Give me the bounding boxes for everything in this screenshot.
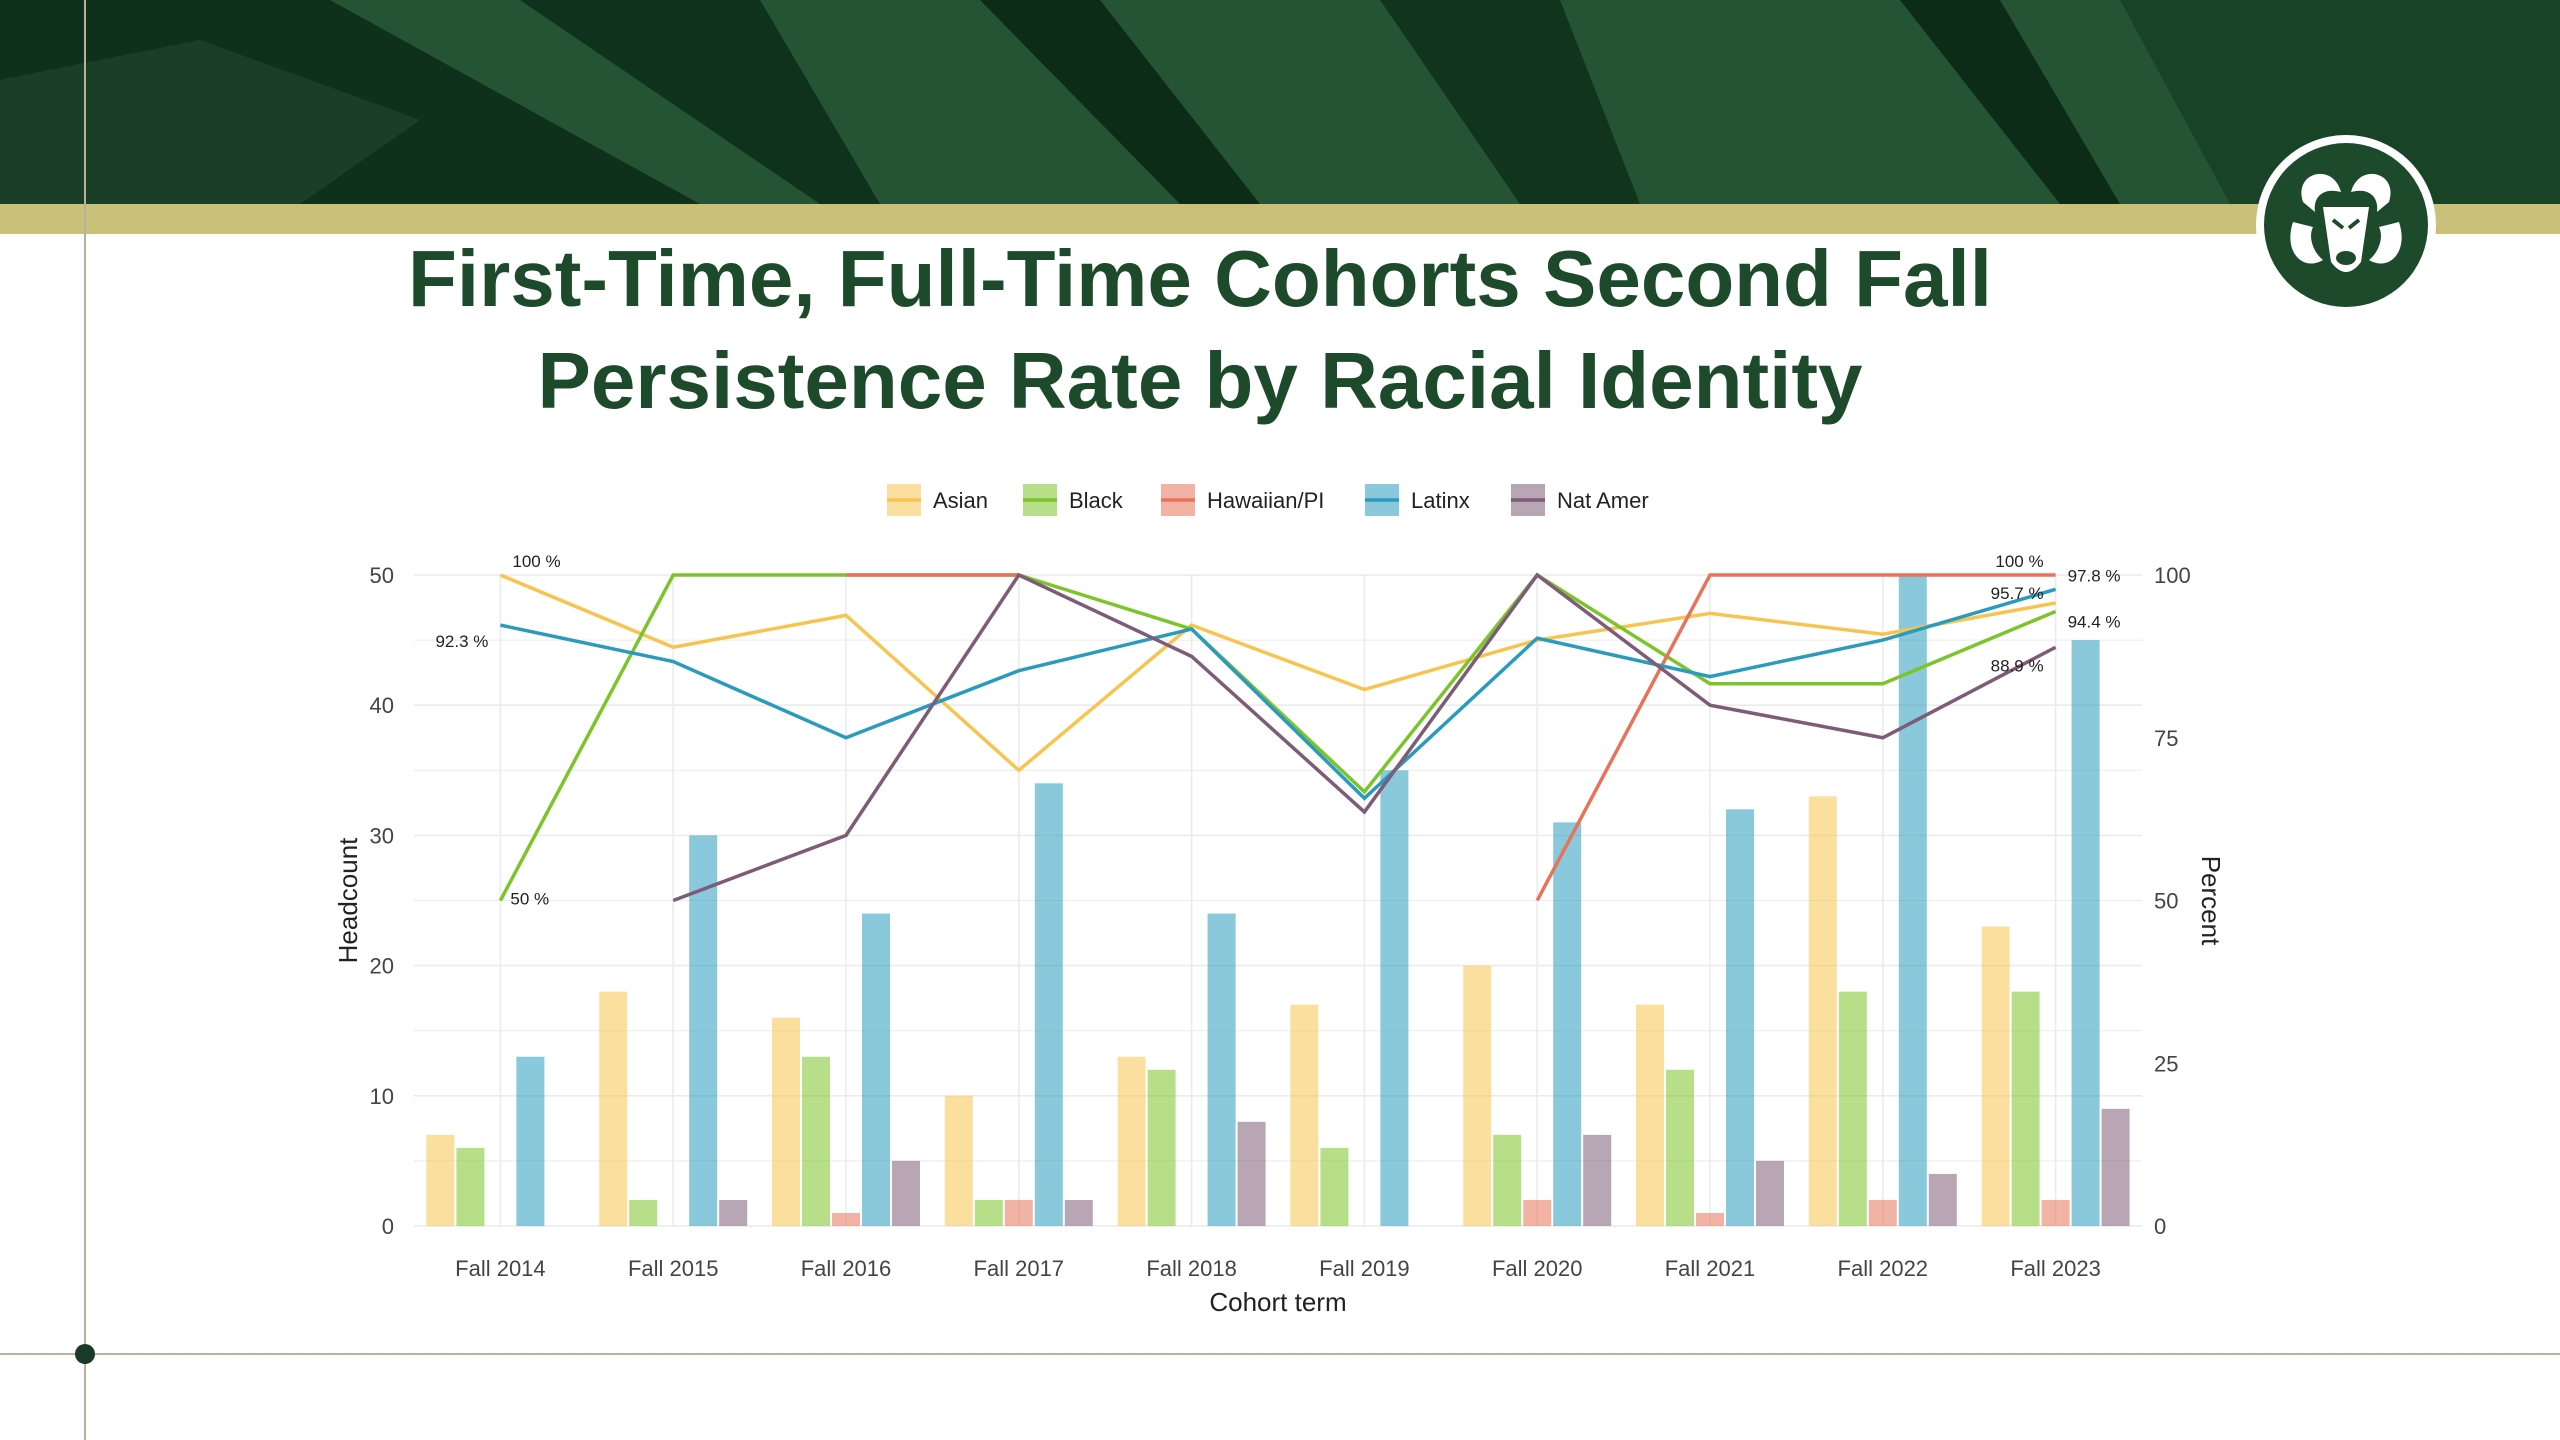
bar-black-9 bbox=[2011, 991, 2040, 1226]
y-tick-label: 0 bbox=[382, 1214, 394, 1239]
line-hawaiian-pi bbox=[1535, 573, 2056, 902]
bar-black-4 bbox=[1147, 1069, 1176, 1226]
x-tick-label: Fall 2022 bbox=[1838, 1256, 1929, 1281]
bar-hawaiian-pi-7 bbox=[1696, 1212, 1724, 1226]
annotation-label: 94.4 % bbox=[2068, 612, 2121, 631]
x-tick-label: Fall 2020 bbox=[1492, 1256, 1583, 1281]
legend-label: Latinx bbox=[1411, 488, 1470, 513]
bar-hawaiian-pi-3 bbox=[1004, 1199, 1033, 1226]
x-tick-label: Fall 2014 bbox=[455, 1256, 546, 1281]
banner-brush-strokes bbox=[0, 0, 2560, 204]
bar-black-5 bbox=[1320, 1147, 1349, 1226]
y2-tick-label: 75 bbox=[2154, 726, 2178, 751]
bar-latinx-4 bbox=[1207, 913, 1236, 1226]
bar-asian-1 bbox=[599, 991, 628, 1226]
bar-asian-3 bbox=[944, 1095, 973, 1226]
bar-asian-0 bbox=[426, 1134, 455, 1226]
bar-black-3 bbox=[974, 1199, 1003, 1226]
x-axis-title: Cohort term bbox=[1209, 1287, 1346, 1317]
bar-black-0 bbox=[456, 1147, 485, 1226]
bar-black-1 bbox=[629, 1199, 658, 1226]
y2-tick-label: 100 bbox=[2154, 563, 2191, 588]
title-line-1: First-Time, Full-Time Cohorts Second Fal… bbox=[408, 234, 1992, 323]
line-black bbox=[498, 572, 2057, 902]
x-tick-label: Fall 2015 bbox=[628, 1256, 719, 1281]
ram-head-icon bbox=[2253, 132, 2439, 318]
bar-latinx-0 bbox=[516, 1056, 545, 1226]
x-tick-label: Fall 2018 bbox=[1146, 1256, 1237, 1281]
bar-latinx-2 bbox=[862, 913, 890, 1226]
title-line-2: Persistence Rate by Racial Identity bbox=[537, 336, 1863, 425]
bar-hawaiian-pi-9 bbox=[2041, 1199, 2070, 1226]
bar-black-6 bbox=[1493, 1134, 1522, 1226]
header-banner bbox=[0, 0, 2560, 204]
y-tick-label: 30 bbox=[370, 823, 394, 848]
bar-nat-amer-1 bbox=[719, 1199, 748, 1226]
annotation-label: 92.3 % bbox=[435, 632, 488, 651]
line-latinx bbox=[500, 587, 2057, 801]
bar-nat-amer-6 bbox=[1583, 1134, 1612, 1226]
bar-asian-8 bbox=[1808, 796, 1837, 1226]
line-asian bbox=[499, 573, 2056, 773]
bar-nat-amer-4 bbox=[1237, 1121, 1266, 1226]
x-tick-label: Fall 2016 bbox=[801, 1256, 892, 1281]
annotation-label: 88.9 % bbox=[1991, 656, 2044, 675]
y2-tick-label: 25 bbox=[2154, 1051, 2178, 1076]
horizontal-rule bbox=[0, 1353, 2560, 1355]
bar-nat-amer-7 bbox=[1756, 1160, 1784, 1226]
x-tick-label: Fall 2021 bbox=[1665, 1256, 1756, 1281]
rule-junction-dot bbox=[75, 1344, 95, 1364]
y-tick-label: 50 bbox=[370, 563, 394, 588]
y-tick-label: 20 bbox=[370, 954, 394, 979]
bar-latinx-6 bbox=[1553, 822, 1582, 1226]
bar-asian-7 bbox=[1636, 1004, 1664, 1226]
bar-latinx-8 bbox=[1898, 575, 1927, 1226]
legend-label: Black bbox=[1069, 488, 1124, 513]
line-nat-amer bbox=[672, 572, 2057, 903]
y-tick-label: 40 bbox=[370, 693, 394, 718]
annotation-label: 100 % bbox=[512, 552, 560, 571]
y2-tick-label: 0 bbox=[2154, 1214, 2166, 1239]
legend-label: Nat Amer bbox=[1557, 488, 1649, 513]
bar-latinx-9 bbox=[2071, 640, 2100, 1226]
bar-nat-amer-2 bbox=[892, 1160, 920, 1226]
bar-asian-6 bbox=[1463, 965, 1492, 1226]
y-tick-label: 10 bbox=[370, 1084, 394, 1109]
slide-title: First-Time, Full-Time Cohorts Second Fal… bbox=[250, 228, 2150, 432]
annotation-label: 97.8 % bbox=[2068, 566, 2121, 585]
legend-label: Asian bbox=[933, 488, 988, 513]
bar-latinx-1 bbox=[689, 835, 718, 1226]
bar-asian-9 bbox=[1981, 926, 2010, 1226]
bar-nat-amer-8 bbox=[1928, 1173, 1957, 1226]
bar-asian-2 bbox=[772, 1017, 800, 1226]
bar-asian-5 bbox=[1290, 1004, 1319, 1226]
y2-tick-label: 50 bbox=[2154, 889, 2178, 914]
x-tick-label: Fall 2019 bbox=[1319, 1256, 1410, 1281]
gold-strip bbox=[0, 204, 2560, 234]
annotation-label: 100 % bbox=[1995, 552, 2043, 571]
annotation-label: 95.7 % bbox=[1991, 584, 2044, 603]
y-axis-title: Headcount bbox=[333, 837, 363, 964]
bar-hawaiian-pi-8 bbox=[1868, 1199, 1897, 1226]
y2-axis-title: Percent bbox=[2196, 856, 2226, 946]
bar-black-2 bbox=[802, 1056, 830, 1226]
bar-latinx-3 bbox=[1034, 783, 1063, 1226]
bar-nat-amer-9 bbox=[2101, 1108, 2130, 1226]
bar-asian-4 bbox=[1117, 1056, 1146, 1226]
vertical-rule bbox=[84, 0, 86, 1440]
annotation-label: 50 % bbox=[510, 890, 549, 909]
bar-black-8 bbox=[1838, 991, 1867, 1226]
x-tick-label: Fall 2023 bbox=[2010, 1256, 2101, 1281]
bar-latinx-7 bbox=[1726, 809, 1754, 1226]
bar-hawaiian-pi-6 bbox=[1523, 1199, 1552, 1226]
bar-hawaiian-pi-2 bbox=[832, 1212, 860, 1226]
bar-nat-amer-3 bbox=[1064, 1199, 1093, 1226]
x-tick-label: Fall 2017 bbox=[974, 1256, 1065, 1281]
bar-latinx-5 bbox=[1380, 770, 1409, 1226]
bar-black-7 bbox=[1666, 1069, 1694, 1226]
legend-label: Hawaiian/PI bbox=[1207, 488, 1324, 513]
